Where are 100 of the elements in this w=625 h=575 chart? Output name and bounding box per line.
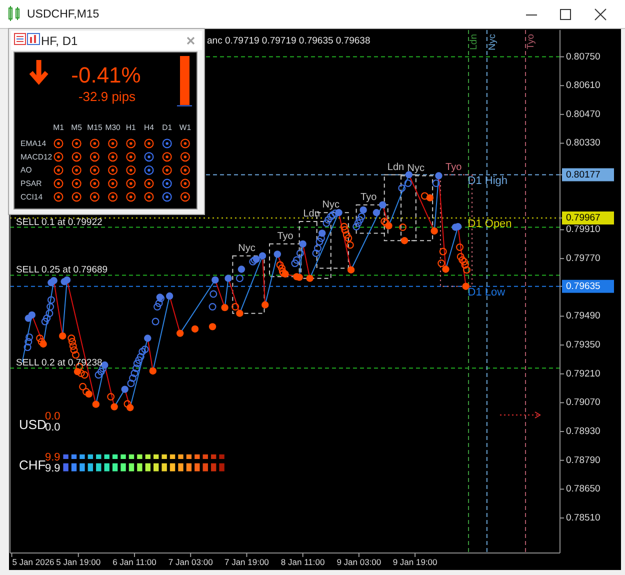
y-tick-label: 0.78510 [566, 512, 600, 524]
annotation: 0.0 [45, 422, 60, 434]
point [97, 368, 105, 376]
point [166, 292, 174, 300]
annotation: -0.41% [71, 62, 141, 88]
ref-line-label: Ldn [468, 34, 480, 50]
point [278, 264, 286, 272]
point [82, 388, 90, 396]
point [461, 261, 469, 269]
ref-line-label: SELL 0.25 at 0.79689 [16, 264, 108, 276]
point [50, 276, 58, 284]
annotation: 9.9 [45, 452, 60, 464]
point [379, 201, 386, 208]
point [318, 230, 326, 237]
point [154, 302, 162, 310]
point [77, 369, 85, 377]
point [342, 231, 350, 239]
point [126, 404, 134, 412]
annotation: Tyo [446, 162, 462, 173]
annotation: -32.9 pips [78, 89, 136, 104]
annotation: Nyc [407, 162, 425, 174]
point [340, 222, 348, 230]
point [26, 333, 34, 341]
point [236, 274, 244, 282]
y-tick-label: 0.80330 [566, 138, 600, 149]
point [232, 302, 240, 310]
point [317, 234, 325, 242]
y-tick-label: 0.79210 [566, 368, 600, 380]
point [358, 212, 366, 220]
y-tick-label: 0.80470 [566, 108, 600, 120]
y-tick-label: 0.79635 [566, 280, 600, 292]
y-tick-label: 0.80610 [566, 80, 600, 92]
point [372, 209, 380, 216]
annotation: Tyo [277, 230, 294, 242]
point [258, 252, 266, 260]
point [176, 330, 184, 337]
point [132, 364, 140, 372]
point [85, 390, 93, 398]
x-tick-label: 8 Jan 11:00 [280, 557, 325, 567]
point [141, 346, 149, 354]
point [439, 248, 447, 256]
point [356, 216, 364, 224]
point [24, 344, 32, 352]
point [344, 234, 352, 242]
point [92, 400, 100, 408]
point [385, 222, 392, 230]
ref-line-label: Tyo [526, 34, 537, 50]
point [128, 374, 136, 382]
point [322, 219, 330, 227]
point [360, 206, 367, 214]
y-tick-label: 0.79967 [566, 212, 600, 224]
annotation: Ldn [387, 162, 404, 173]
point [442, 266, 450, 273]
point [135, 356, 143, 364]
point [341, 226, 349, 234]
point [68, 338, 76, 346]
point [238, 266, 246, 273]
point [99, 364, 107, 372]
point [152, 318, 160, 326]
point [292, 256, 300, 264]
point [40, 340, 47, 348]
point [149, 367, 157, 375]
point [463, 266, 471, 274]
point [38, 338, 46, 346]
y-tick-label: 0.79350 [566, 340, 600, 351]
point [127, 380, 135, 388]
point [212, 276, 219, 284]
point [335, 209, 342, 216]
point [262, 301, 269, 308]
point [398, 184, 406, 192]
point [426, 194, 434, 202]
point [346, 241, 354, 249]
point [296, 249, 304, 257]
point [133, 360, 141, 368]
point [430, 227, 438, 235]
point [155, 299, 163, 307]
x-tick-label: 9 Jan 19:00 [392, 557, 438, 567]
point [94, 371, 102, 379]
point [74, 368, 82, 376]
point [432, 179, 440, 187]
point [299, 240, 306, 248]
annotation: CHF [19, 458, 46, 472]
point [101, 361, 108, 369]
point [121, 386, 128, 393]
point [400, 237, 408, 244]
point [404, 179, 412, 187]
point [316, 238, 324, 246]
ref-line-label: D1 Low [468, 286, 506, 299]
point [46, 310, 54, 318]
ref-line-label: D1 High [468, 174, 508, 187]
y-tick-label: 0.78930 [566, 426, 600, 438]
x-tick-label: 6 Jan 11:00 [112, 557, 157, 567]
y-tick-label: 0.79770 [566, 253, 600, 264]
point [28, 311, 36, 319]
point [314, 244, 322, 252]
annotation: Ldn [303, 208, 320, 220]
point [276, 261, 284, 269]
y-tick-label: 0.80177 [566, 169, 600, 180]
point [435, 172, 442, 180]
point [306, 274, 314, 282]
